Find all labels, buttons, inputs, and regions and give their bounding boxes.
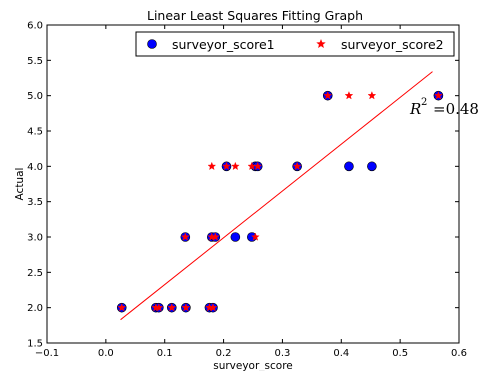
- point-surveyor-score2: [344, 91, 354, 100]
- point-surveyor-score2: [154, 303, 164, 312]
- point-surveyor-score2: [231, 161, 240, 171]
- legend-marker-surveyor-score1: [147, 39, 157, 49]
- point-surveyor-score2: [323, 91, 333, 100]
- legend-box: [135, 31, 455, 57]
- point-surveyor-score2: [292, 161, 302, 171]
- y-tick-label: 5.0: [27, 91, 43, 102]
- y-tick-label: 1.5: [27, 339, 43, 350]
- y-tick-label: 3.0: [27, 233, 43, 244]
- x-tick-label: 0.1: [157, 348, 173, 359]
- y-axis: 1.5 2.0 2.5 3.0 3.5 4.0 4.5 5.0 5.5 6.0: [27, 21, 459, 350]
- y-tick-label: 4.0: [27, 162, 43, 173]
- point-surveyor-score1: [367, 161, 377, 172]
- point-surveyor-score2: [222, 161, 231, 171]
- chart-title: Linear Least Squares Fitting Graph: [147, 8, 363, 23]
- x-axis-label: surveyor_score: [213, 360, 293, 371]
- r-squared-annotation: R 2 =0.48: [409, 97, 479, 118]
- point-surveyor-score2: [367, 91, 377, 100]
- point-surveyor-score2: [253, 161, 263, 171]
- point-surveyor-score2: [210, 232, 220, 241]
- y-tick-label: 5.5: [27, 56, 43, 67]
- y-tick-label: 6.0: [27, 21, 43, 32]
- point-surveyor-score2: [207, 161, 217, 171]
- point-surveyor-score1: [344, 161, 354, 172]
- x-tick-label: 0.5: [392, 348, 408, 359]
- fit-line-layer: [120, 71, 433, 321]
- x-axis: −0.1 0.0 0.1 0.2 0.3 0.4 0.5 0.6: [35, 25, 467, 359]
- x-tick-label: 0.0: [98, 348, 114, 359]
- x-tick-label: 0.3: [274, 348, 290, 359]
- r-squared-exponent: 2: [421, 97, 427, 108]
- r-squared-symbol: R: [409, 100, 421, 118]
- y-tick-label: 2.5: [27, 268, 43, 279]
- r-squared-value: =0.48: [433, 100, 479, 118]
- x-tick-label: 0.6: [451, 348, 467, 359]
- point-surveyor-score2: [180, 232, 190, 241]
- point-surveyor-score2: [208, 303, 218, 312]
- point-surveyor-score2: [117, 303, 127, 312]
- point-surveyor-score2: [181, 303, 191, 312]
- legend: surveyor_score1 surveyor_score2: [135, 31, 455, 57]
- legend-label-surveyor-score2: surveyor_score2: [341, 37, 444, 52]
- y-tick-label: 4.5: [27, 127, 43, 138]
- points-layer: [116, 90, 444, 313]
- point-surveyor-score2: [167, 303, 177, 312]
- plot-area: [46, 24, 460, 344]
- y-tick-label: 2.0: [27, 303, 43, 314]
- legend-marker-surveyor-score2: [316, 38, 326, 49]
- plot-frame: [46, 24, 460, 344]
- point-surveyor-score2: [251, 232, 260, 241]
- legend-label-surveyor-score1: surveyor_score1: [172, 37, 275, 52]
- x-tick-label: 0.4: [333, 348, 349, 359]
- x-tick-label: 0.2: [216, 348, 232, 359]
- y-axis-label: Actual: [14, 168, 26, 201]
- legend-star-shape: [316, 38, 326, 49]
- fit-line: [120, 71, 433, 321]
- y-tick-label: 3.5: [27, 197, 43, 208]
- x-tick-label: −0.1: [35, 348, 59, 359]
- point-surveyor-score1: [230, 232, 241, 242]
- point-surveyor-score2: [434, 91, 443, 100]
